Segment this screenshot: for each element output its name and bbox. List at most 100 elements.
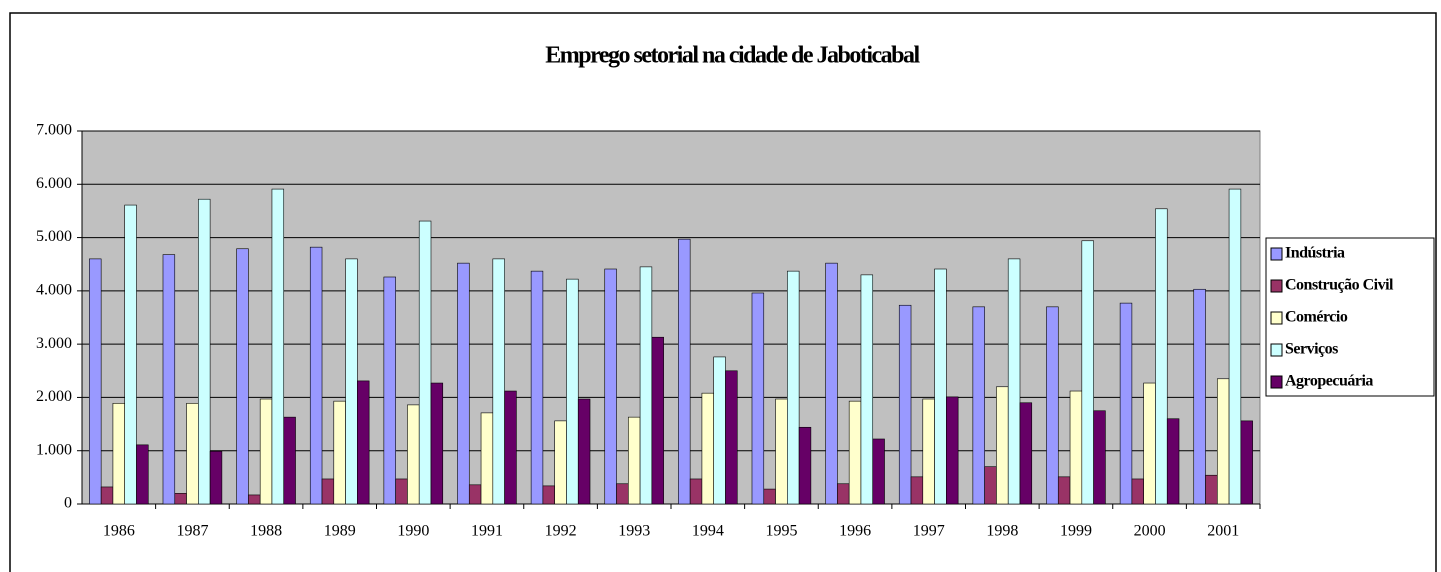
bar <box>1057 476 1071 505</box>
bar <box>639 266 653 505</box>
x-tick-label: 1998 <box>986 523 1018 540</box>
bar <box>1240 420 1253 505</box>
bar <box>504 390 517 505</box>
x-tick-label: 1990 <box>397 523 429 540</box>
bar <box>89 258 102 505</box>
bar <box>678 238 691 505</box>
bar <box>713 356 726 505</box>
legend-label: Indústria <box>1285 245 1345 262</box>
bar <box>136 444 149 505</box>
bar <box>984 466 997 505</box>
bar <box>1081 240 1094 505</box>
bar <box>407 404 420 505</box>
legend-box <box>1265 237 1435 397</box>
bar <box>112 402 126 505</box>
x-tick-label: 1996 <box>839 523 871 540</box>
chart-title: Emprego setorial na cidade de Jaboticaba… <box>545 43 920 69</box>
y-tick-label: 6.000 <box>36 175 72 192</box>
bar <box>1143 382 1156 505</box>
bar <box>1216 378 1230 505</box>
x-tick-label: 2001 <box>1207 523 1239 540</box>
bar <box>1007 258 1021 505</box>
bar <box>333 400 346 505</box>
bar <box>910 476 924 505</box>
bar <box>383 276 396 505</box>
bar <box>751 292 765 505</box>
x-tick-label: 1989 <box>324 523 356 540</box>
bar <box>321 478 335 505</box>
bar <box>236 248 249 505</box>
bar <box>259 398 273 505</box>
bar <box>530 270 544 505</box>
bar <box>860 274 874 505</box>
bar <box>357 380 370 505</box>
bar <box>1046 306 1059 505</box>
bar <box>616 483 629 505</box>
bar <box>248 494 261 505</box>
bar <box>209 450 223 505</box>
bar <box>972 306 985 505</box>
bar <box>763 488 776 505</box>
bar <box>725 370 738 505</box>
bar <box>872 438 885 505</box>
bar <box>271 188 285 505</box>
x-tick-label: 1991 <box>471 523 503 540</box>
bar <box>492 258 505 505</box>
bar <box>689 478 703 505</box>
x-tick-label: 1988 <box>250 523 282 540</box>
legend-label: Comércio <box>1285 309 1348 326</box>
bar <box>430 382 444 505</box>
bar <box>1019 402 1033 505</box>
bar <box>798 426 812 505</box>
bar <box>627 416 641 505</box>
legend-swatch <box>1270 375 1283 389</box>
bar <box>198 198 211 505</box>
bar <box>996 386 1009 505</box>
x-tick-label: 1995 <box>765 523 797 540</box>
y-tick-label: 4.000 <box>36 282 72 299</box>
x-tick-label: 1992 <box>545 523 577 540</box>
bar <box>577 398 591 505</box>
x-tick-label: 1999 <box>1060 523 1092 540</box>
bar <box>1155 208 1168 505</box>
bar <box>186 402 199 505</box>
bar <box>554 420 567 505</box>
bar <box>309 246 323 505</box>
x-tick-label: 1987 <box>176 523 208 540</box>
x-tick-label: 2000 <box>1134 523 1166 540</box>
bar <box>395 478 408 505</box>
bar <box>922 398 935 505</box>
bar <box>1166 418 1180 505</box>
bar <box>898 304 912 505</box>
bar <box>1119 302 1133 505</box>
legend-swatch <box>1270 343 1283 357</box>
bar <box>418 220 432 505</box>
bar <box>457 262 470 505</box>
bar <box>825 262 838 505</box>
legend-label: Agropecuária <box>1285 373 1373 390</box>
y-tick-label: 2.000 <box>36 388 72 405</box>
bar <box>701 392 715 505</box>
x-tick-label: 1993 <box>618 523 650 540</box>
bar <box>946 396 959 505</box>
bar <box>651 336 664 505</box>
bar <box>542 485 555 505</box>
bar <box>1093 410 1106 505</box>
bar <box>162 254 176 505</box>
bar <box>1205 474 1218 505</box>
legend-swatch <box>1270 247 1283 261</box>
bar <box>124 204 137 505</box>
bar <box>775 398 788 505</box>
legend-swatch <box>1270 311 1283 325</box>
bar <box>1069 390 1083 505</box>
y-tick-label: 7.000 <box>36 122 72 139</box>
bar <box>787 270 800 505</box>
bar <box>566 278 579 505</box>
bar <box>1131 478 1144 505</box>
y-tick-label: 0 <box>64 495 72 512</box>
bar <box>1228 188 1242 505</box>
legend-label: Serviços <box>1285 341 1338 358</box>
y-tick-label: 3.000 <box>36 335 72 352</box>
x-tick-label: 1997 <box>913 523 945 540</box>
